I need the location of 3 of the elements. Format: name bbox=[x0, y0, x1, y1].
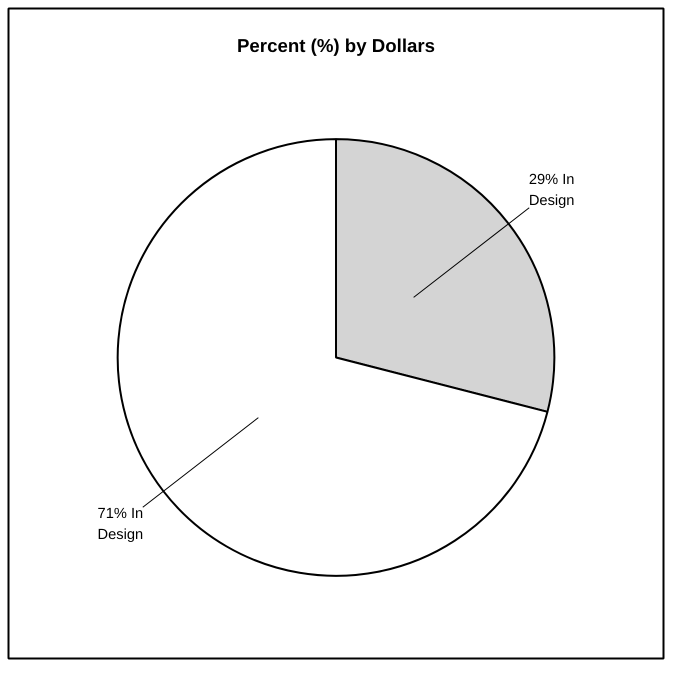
slice-label: 29% In Design bbox=[528, 172, 574, 209]
slice-label: 71% In Design bbox=[98, 506, 144, 544]
chart-title: Percent (%) by Dollars bbox=[236, 35, 436, 56]
